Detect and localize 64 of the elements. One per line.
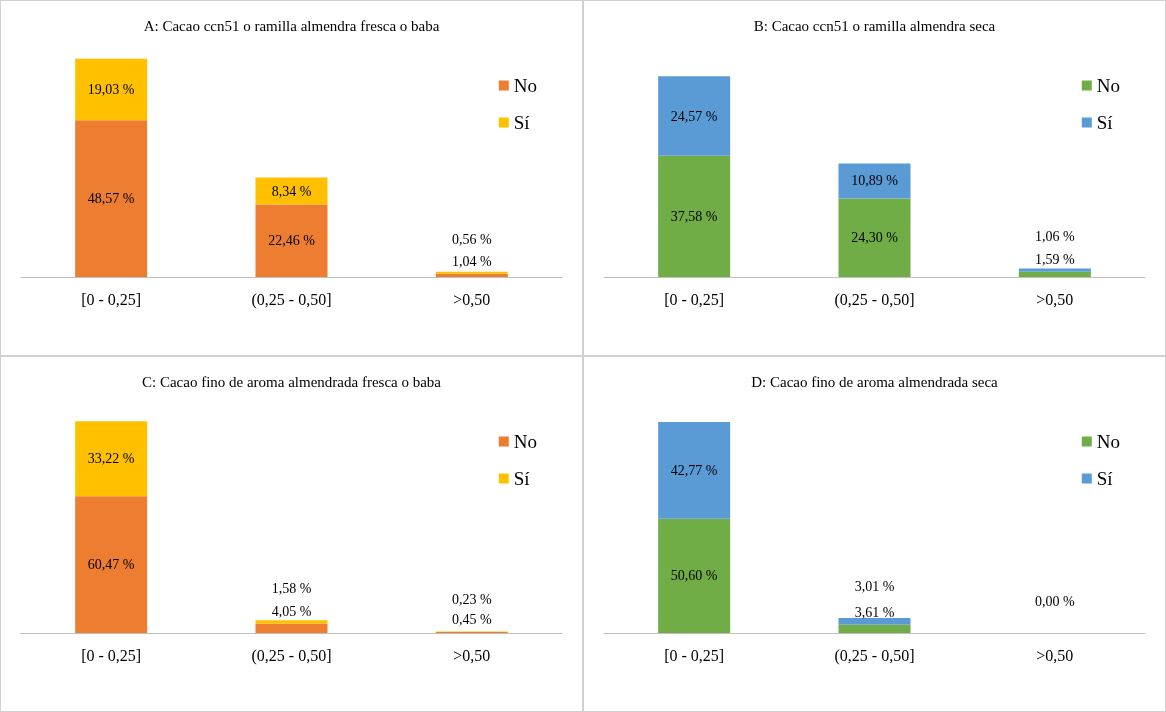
data-label: 3,61 % — [854, 605, 895, 621]
legend-label: No — [513, 431, 538, 452]
data-label: 50,60 % — [670, 568, 718, 584]
legend-label: Sí — [1096, 468, 1114, 489]
x-tick-label: (0,25 - 0,50] — [251, 290, 332, 309]
data-label: 4,05 % — [271, 604, 312, 620]
chart-title: A: Cacao ccn51 o ramilla almendra fresca o baba — [143, 17, 440, 34]
x-tick-label: (0,25 - 0,50] — [834, 290, 915, 309]
data-label: 10,89 % — [851, 173, 899, 189]
bar — [658, 76, 731, 156]
data-label: 1,06 % — [1035, 228, 1075, 244]
data-label: 48,57 % — [87, 191, 135, 207]
bar — [255, 620, 328, 624]
data-label: 22,46 % — [268, 233, 316, 249]
x-tick-label: >0,50 — [1036, 646, 1074, 664]
legend-label: No — [513, 75, 538, 96]
bar — [255, 204, 328, 277]
data-label: 42,77 % — [670, 462, 718, 478]
bar — [75, 496, 148, 633]
data-label: 33,22 % — [87, 451, 135, 467]
legend-label: Sí — [513, 112, 531, 133]
data-label: 24,57 % — [670, 108, 718, 124]
bar — [838, 163, 911, 199]
bar — [75, 58, 148, 121]
bar — [75, 120, 148, 277]
bar — [658, 421, 731, 519]
bar — [1018, 271, 1091, 277]
x-tick-label: [0 - 0,25] — [81, 646, 142, 664]
data-label: 60,47 % — [87, 557, 135, 573]
legend-label: Sí — [1096, 112, 1114, 133]
data-label: 24,30 % — [851, 230, 899, 246]
bar — [838, 618, 911, 625]
data-label: 1,58 % — [271, 580, 312, 596]
data-label: 0,56 % — [452, 232, 492, 248]
x-tick-label: [0 - 0,25] — [664, 290, 725, 308]
data-label: 0,45 % — [452, 612, 492, 628]
data-label: 0,23 % — [452, 591, 492, 607]
bar — [838, 198, 911, 277]
data-label: 0,00 % — [1035, 593, 1075, 609]
data-label: 19,03 % — [87, 81, 135, 97]
bar — [1018, 268, 1091, 272]
legend-label: No — [1096, 431, 1121, 452]
x-tick-label: [0 - 0,25] — [81, 290, 142, 308]
chart-title: D: Cacao fino de aroma almendrada seca — [751, 373, 999, 390]
legend-label: Sí — [513, 468, 531, 489]
data-label: 37,58 % — [670, 208, 718, 224]
legend-label: No — [1096, 75, 1121, 96]
x-tick-label: (0,25 - 0,50] — [251, 646, 332, 665]
x-tick-label: >0,50 — [453, 646, 491, 664]
data-label: 1,04 % — [452, 254, 492, 270]
bar — [658, 155, 731, 277]
bar — [838, 624, 911, 633]
bar — [255, 623, 328, 633]
x-tick-label: (0,25 - 0,50] — [834, 646, 915, 665]
x-tick-label: >0,50 — [1036, 290, 1074, 308]
data-label: 3,01 % — [854, 578, 895, 594]
data-label: 1,59 % — [1035, 252, 1075, 268]
x-tick-label: >0,50 — [453, 290, 491, 308]
chart-title: B: Cacao ccn51 o ramilla almendra seca — [753, 17, 996, 34]
bar — [658, 518, 731, 633]
x-tick-label: [0 - 0,25] — [664, 646, 725, 664]
data-label: 8,34 % — [271, 183, 312, 199]
bar — [75, 421, 148, 497]
chart-title: C: Cacao fino de aroma almendrada fresca o baba — [141, 373, 442, 390]
